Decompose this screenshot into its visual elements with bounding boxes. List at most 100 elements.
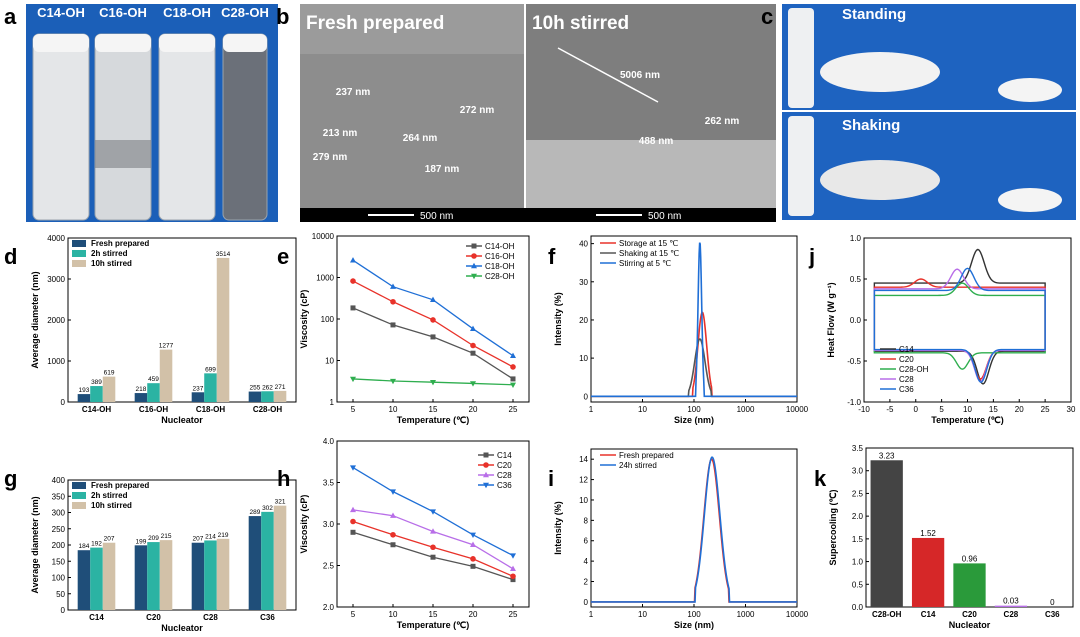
distribution-curve-i [591, 456, 797, 603]
photo-a-label: C18-OH [163, 5, 211, 20]
panel-letter-d: d [4, 244, 17, 269]
marker-circle [470, 556, 476, 562]
bar-value-label: 1.52 [920, 529, 936, 538]
dsc-loop [873, 268, 1046, 383]
y-tick-label: 3000 [47, 275, 65, 284]
y-tick-label: 3.0 [852, 467, 864, 476]
chart-h: 2.0 2.5 3.0 3.5 4.0 5 10 15 20 25 Temperature (℃) V… [299, 437, 530, 630]
legend-label: C28-OH [899, 365, 929, 374]
y-tick-label: 1 [330, 398, 335, 407]
x-axis-label: Nucleator [161, 623, 203, 633]
legend-label: C16-OH [485, 252, 515, 261]
y-tick-label: 300 [52, 509, 66, 518]
x-axis-label: Nucleator [161, 415, 203, 425]
photo-b-measure-right: 5006 nm [620, 70, 660, 81]
plot-frame [863, 237, 1072, 403]
marker-down-triangle [350, 465, 356, 471]
bar-value-label: 207 [104, 536, 115, 543]
legend-label: Stirring at 5 ℃ [619, 259, 671, 268]
distribution-curve-i [591, 458, 797, 603]
bar-value-label: 389 [91, 379, 102, 386]
bar-value-label: 184 [79, 543, 90, 550]
panel-letter-c: c [761, 4, 773, 29]
legend-label: C20 [899, 355, 914, 364]
marker-square [471, 243, 477, 249]
marker-down-triangle [483, 482, 489, 489]
photo-a-tube [94, 33, 152, 221]
series-line-e [352, 280, 514, 368]
x-category-label: C28 [1004, 610, 1019, 619]
panel-letter-e: e [277, 244, 289, 269]
y-tick-label: 0 [61, 606, 66, 615]
photo-a-label: C28-OH [221, 5, 269, 20]
bar-value-label: 192 [91, 541, 102, 548]
marker-square [350, 529, 356, 535]
x-category-label: C16-OH [139, 405, 169, 414]
marker-down-triangle [510, 553, 516, 559]
bar-k [953, 563, 986, 607]
y-tick-label: 40 [579, 240, 588, 249]
x-tick-label: 20 [469, 610, 478, 619]
marker-down-triangle [350, 376, 356, 383]
marker-down-triangle [390, 378, 396, 385]
legend-label: C36 [899, 385, 914, 394]
y-tick-label: 0.0 [850, 316, 862, 325]
x-category-label: C20 [146, 613, 161, 622]
bar-value-label: 262 [262, 384, 273, 391]
y-axis-label: Intensity (%) [553, 292, 563, 346]
y-tick-label: 2.5 [852, 489, 864, 498]
bar-g [273, 505, 287, 610]
panel-letter-h: h [277, 466, 290, 491]
x-axis-label: Temperature (℃) [397, 620, 469, 630]
bar-value-label: 193 [79, 387, 90, 394]
chart-j: -1.0 -0.5 0.0 0.5 1.0 -10 -5 0 5 10 15 20 25 30 Temper… [826, 234, 1076, 425]
y-tick-label: 2.0 [323, 603, 335, 612]
x-tick-label: 20 [1015, 405, 1024, 414]
bar-d [134, 393, 148, 402]
photo-b-scalebar-strip [300, 208, 776, 222]
legend-label: C20 [497, 461, 512, 470]
bar-value-label: 1277 [159, 343, 174, 350]
photo-a-tube-cap [159, 34, 215, 52]
x-tick-label: 1000 [737, 610, 755, 619]
legend-swatch [72, 482, 86, 489]
photo-b-right-title: 10h stirred [532, 13, 629, 34]
bar-g [134, 545, 148, 610]
marker-square [510, 376, 516, 382]
marker-down-triangle [510, 382, 516, 388]
y-tick-label: 4.0 [323, 437, 335, 446]
legend-label: 10h stirred [91, 501, 132, 510]
bar-value-label: 209 [148, 535, 159, 542]
y-tick-label: 3.5 [323, 479, 335, 488]
y-axis-label: Viscosity (cP) [299, 290, 309, 349]
photo-a-tube-cap [223, 34, 267, 52]
bar-value-label: 199 [136, 538, 147, 545]
y-tick-label: 3.0 [323, 520, 335, 529]
photo-c-bottle-top [820, 52, 940, 92]
x-category-label: C36 [260, 613, 275, 622]
x-tick-label: 10 [963, 405, 972, 414]
bar-g [261, 511, 274, 610]
distribution-curve-f [591, 338, 797, 398]
panel-letter-a: a [4, 4, 17, 29]
photo-a-tube-cap [95, 34, 151, 52]
x-tick-label: 15 [429, 405, 438, 414]
y-tick-label: 10 [579, 354, 588, 363]
photo-b-measure-left: 237 nm [336, 87, 371, 98]
marker-square [483, 452, 489, 458]
bar-g [102, 542, 116, 610]
legend-swatch [72, 502, 86, 509]
bar-g [90, 547, 103, 610]
photo-c-dish-top [998, 78, 1062, 102]
photo-b-left-top-region [300, 4, 524, 54]
bar-value-label: 321 [275, 499, 286, 506]
y-tick-label: 0.5 [852, 580, 864, 589]
x-tick-label: 100 [687, 405, 701, 414]
marker-square [350, 305, 356, 311]
legend-swatch [72, 240, 86, 247]
legend-label: C28 [497, 471, 512, 480]
legend-label: C18-OH [485, 262, 515, 271]
x-tick-label: 25 [509, 405, 518, 414]
x-category-label: C20 [962, 610, 977, 619]
marker-square [470, 563, 476, 569]
